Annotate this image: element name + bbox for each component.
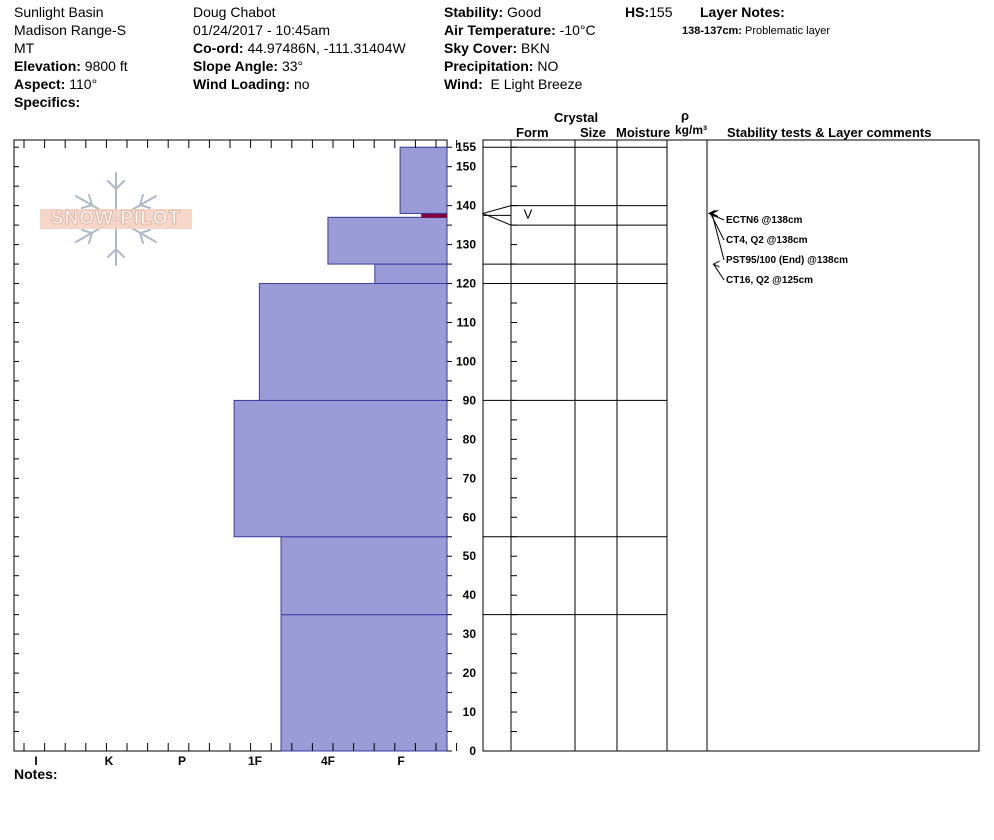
height-tick-label: 155: [456, 140, 476, 154]
height-tick-label: 110: [457, 316, 477, 330]
hardness-label: I: [34, 754, 37, 768]
crystal-header: Crystal: [554, 110, 599, 125]
stability-test-pointer: [713, 263, 725, 281]
snowflake-icon: [40, 172, 192, 266]
aspect-label: Aspect:: [14, 76, 66, 92]
logo-text: SNOW PILOT: [50, 208, 182, 230]
air-temp-label: Air Temperature:: [444, 22, 556, 38]
weak-layer-bar: [421, 212, 448, 218]
hardness-bar: [374, 263, 448, 285]
height-tick-label: 130: [456, 238, 476, 252]
coord-label: Co-ord:: [193, 40, 244, 56]
precip-value: NO: [537, 58, 559, 74]
height-tick-label: 70: [463, 471, 477, 485]
stability: Stability: Good: [444, 4, 541, 20]
height-tick-label: 90: [463, 393, 477, 407]
hardness-label: 1F: [248, 754, 262, 768]
layer-note-range: 138-137cm:: [682, 25, 742, 37]
crystal-form-symbol: V: [524, 206, 533, 221]
slope-label: Slope Angle:: [193, 58, 279, 74]
wind-loading: Wind Loading: no: [193, 76, 310, 92]
hardness-label: F: [397, 754, 404, 768]
air-temp-value: -10°C: [559, 22, 596, 38]
slope-value: 33°: [281, 58, 304, 74]
height-tick-label: 100: [456, 354, 476, 368]
precip-label: Precipitation:: [444, 58, 534, 74]
stability-test-label: CT4, Q2 @138cm: [726, 235, 808, 246]
height-tick-label: 60: [463, 510, 477, 524]
stability-test-label: PST95/100 (End) @138cm: [726, 255, 848, 266]
aspect-value: 110°: [69, 76, 98, 92]
snow-pilot-logo: SNOW PILOT: [38, 170, 194, 268]
layer-note-text: Problematic layer: [745, 25, 830, 37]
height-tick-label: 140: [456, 199, 476, 213]
datetime: 01/24/2017 - 10:45am: [193, 22, 330, 38]
height-tick-label: 150: [456, 160, 476, 174]
coord-value: 44.97486N, -111.31404W: [247, 40, 406, 56]
sky-cover: Sky Cover: BKN: [444, 40, 550, 56]
height-tick-label: 50: [463, 549, 477, 563]
coordinates: Co-ord: 44.97486N, -111.31404W: [193, 40, 406, 56]
wind-loading-label: Wind Loading:: [193, 76, 291, 92]
hardness-bar: [280, 536, 448, 616]
slope-angle: Slope Angle: 33°: [193, 58, 303, 74]
observer: Doug Chabot: [193, 4, 276, 20]
hardness-bar: [327, 216, 448, 265]
state: MT: [14, 40, 35, 56]
elevation-label: Elevation:: [14, 58, 81, 74]
location: Sunlight Basin: [14, 4, 104, 20]
stability-test-label: ECTN6 @138cm: [726, 215, 803, 226]
stability-test-pointer: [711, 213, 725, 261]
specifics-label: Specifics:: [14, 94, 81, 110]
stability-comments-header: Stability tests & Layer comments: [727, 125, 932, 140]
stability-test-label: CT16, Q2 @125cm: [726, 275, 813, 286]
hardness-label: K: [105, 754, 114, 768]
height-tick-label: 10: [463, 705, 477, 719]
weak-layer-connector: [481, 205, 512, 226]
aspect: Aspect: 110°: [14, 76, 97, 92]
hardness-bar: [280, 614, 448, 752]
hardness-label: P: [178, 754, 186, 768]
hardness-bar: [233, 399, 448, 538]
precipitation: Precipitation: NO: [444, 58, 558, 74]
hardness-label: 4F: [321, 754, 335, 768]
stability-value: Good: [507, 4, 542, 20]
size-header: Size: [580, 125, 607, 140]
elevation-value: 9800 ft: [84, 58, 128, 74]
sky-value: BKN: [521, 40, 550, 56]
notes-label: Notes:: [14, 766, 58, 782]
wind-label: Wind:: [444, 76, 483, 92]
air-temperature: Air Temperature: -10°C: [444, 22, 596, 38]
hs-label: HS:: [625, 4, 650, 20]
sky-label: Sky Cover:: [444, 40, 518, 56]
height-tick-label: 20: [463, 666, 477, 680]
stability-label: Stability:: [444, 4, 504, 20]
hardness-bar: [258, 283, 448, 401]
form-header: Form: [516, 125, 549, 140]
layer-note: 138-137cm: Problematic layer: [682, 23, 830, 39]
height-tick-label: 120: [456, 277, 476, 291]
moisture-header: Moisture: [616, 125, 671, 140]
snow-height: HS:155: [625, 4, 672, 20]
wind-loading-value: no: [293, 76, 310, 92]
density-rho-header: ρ: [681, 108, 690, 123]
height-tick-label: 40: [463, 588, 477, 602]
wind: Wind: E Light Breeze: [444, 76, 582, 92]
stability-test-arrowhead: [709, 209, 717, 217]
layer-notes-label: Layer Notes:: [700, 4, 785, 20]
hs-value: 155: [649, 4, 673, 20]
mountain-range: Madison Range-S: [14, 22, 127, 38]
stability-test-arrowhead: [710, 209, 719, 217]
wind-value: E Light Breeze: [490, 76, 583, 92]
hardness-bar: [399, 146, 448, 214]
height-tick-label: 0: [469, 744, 476, 758]
height-tick-label: 30: [463, 627, 477, 641]
density-unit-header: kg/m³: [675, 123, 708, 137]
stability-test-arrowhead: [712, 260, 720, 268]
elevation: Elevation: 9800 ft: [14, 58, 128, 74]
crystal-table-frame: [482, 139, 980, 752]
height-tick-label: 80: [463, 432, 477, 446]
